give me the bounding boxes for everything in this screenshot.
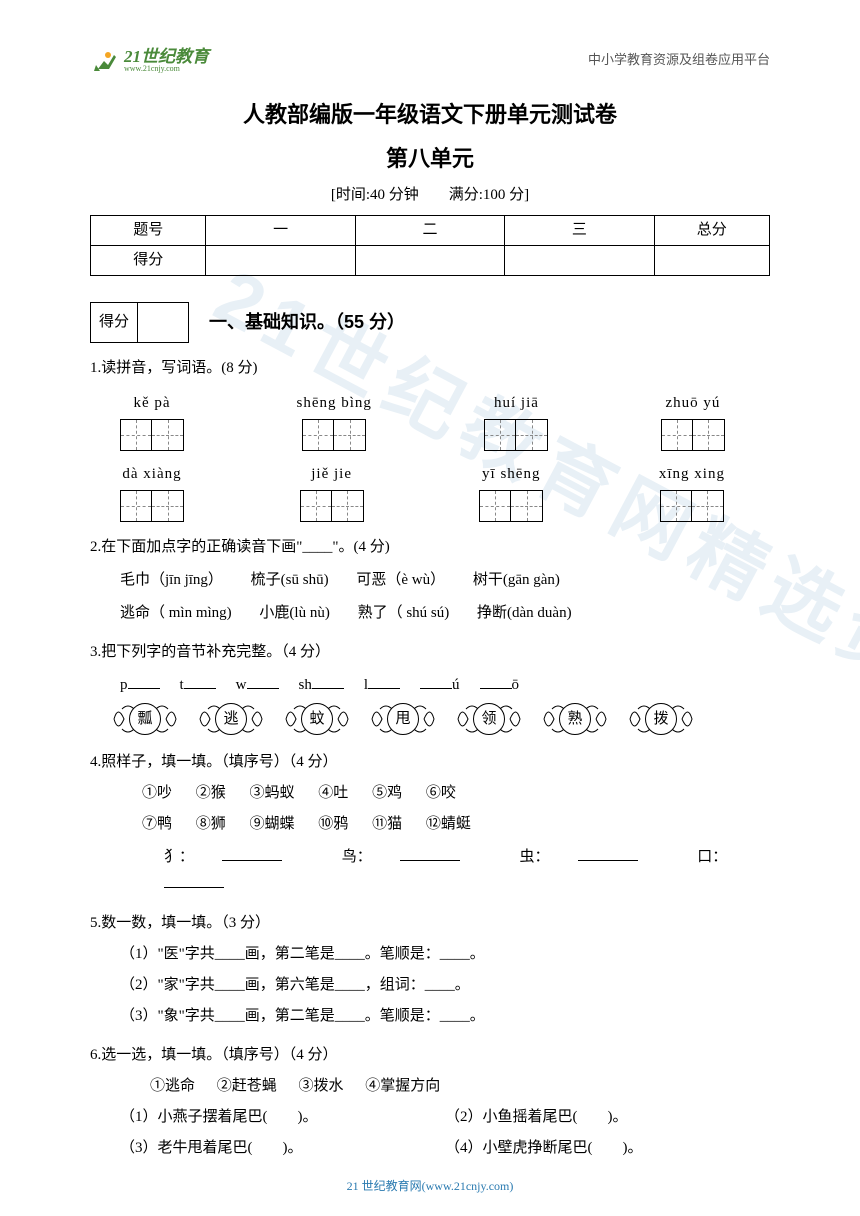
q1-py-2: huí jiā bbox=[484, 390, 548, 417]
q4-o1-1: ②猴 bbox=[196, 785, 226, 801]
q4-f-3: 口： bbox=[697, 849, 727, 865]
q1-py-7: xīng xing bbox=[659, 461, 725, 488]
q2-2-1: 小鹿(lù nù) bbox=[259, 600, 329, 627]
q1-py-1: shēng bìng bbox=[297, 390, 372, 417]
q3-char-4: 领 bbox=[473, 703, 505, 735]
q4-o2-1: ⑧狮 bbox=[196, 816, 226, 832]
q5: 5.数一数，填一填。（3 分） bbox=[90, 910, 770, 937]
q6-o-1: ②赶苍蝇 bbox=[217, 1078, 277, 1094]
q3-top-6: ō bbox=[512, 672, 520, 699]
q4-o2-5: ⑫蜻蜓 bbox=[426, 816, 471, 832]
q3-char-0: 瓢 bbox=[129, 703, 161, 735]
q3: 3.把下列字的音节补充完整。（4 分） bbox=[90, 639, 770, 666]
q3-char-3: 甩 bbox=[387, 703, 419, 735]
q2-1-1: 梳子(sū shū) bbox=[251, 567, 329, 594]
q2-2-3: 挣断(dàn duàn) bbox=[477, 600, 572, 627]
q3-char-1: 逃 bbox=[215, 703, 247, 735]
q3-top-3: sh bbox=[299, 672, 312, 699]
q6-r1-1: （2）小鱼摇着尾巴( )。 bbox=[445, 1104, 770, 1131]
st-s4 bbox=[654, 246, 769, 276]
q1-py-4: dà xiàng bbox=[120, 461, 184, 488]
q6-opts: ①逃命 ②赶苍蝇 ③拨水 ④掌握方向 bbox=[150, 1073, 770, 1100]
q4-f-0: 犭： bbox=[164, 849, 194, 865]
section-1-title: 一、基础知识。（55 分） bbox=[209, 306, 405, 338]
q2-2-2: 熟了（ shú sú) bbox=[358, 600, 450, 627]
q3-char-2: 蚊 bbox=[301, 703, 333, 735]
q3-tops: p t w sh l ú ō bbox=[120, 672, 770, 699]
q6-o-2: ③拨水 bbox=[299, 1078, 344, 1094]
q2-1-2: 可恶（è wù） bbox=[356, 567, 445, 594]
q1-row1: kě pà shēng bìng huí jiā zhuō yú bbox=[120, 390, 725, 451]
q4-o2-3: ⑩鸦 bbox=[318, 816, 348, 832]
q4-f-1: 鸟： bbox=[342, 849, 372, 865]
q5-1: （1）"医"字共____画，第二笔是____。笔顺是：____。 bbox=[120, 941, 770, 968]
q6-o-3: ④掌握方向 bbox=[365, 1078, 440, 1094]
q5-3: （3）"象"字共____画，第二笔是____。笔顺是：____。 bbox=[120, 1003, 770, 1030]
q2-line2: 逃命（ mìn mìng) 小鹿(lù nù) 熟了（ shú sú) 挣断(d… bbox=[120, 600, 770, 627]
q3-top-0: p bbox=[120, 672, 128, 699]
st-s1 bbox=[206, 246, 355, 276]
q4-fill: 犭： 鸟： 虫： 口： bbox=[164, 844, 770, 898]
q2: 2.在下面加点字的正确读音下画"____"。(4 分) bbox=[90, 534, 770, 561]
st-s2 bbox=[355, 246, 504, 276]
q4-o2-4: ⑪猫 bbox=[372, 816, 402, 832]
score-box-label: 得分 bbox=[91, 303, 138, 342]
q5-2: （2）"家"字共____画，第六笔是____，组词：____。 bbox=[120, 972, 770, 999]
q4-o1-3: ④吐 bbox=[318, 785, 348, 801]
q6-r1-0: （1）小燕子摆着尾巴( )。 bbox=[120, 1104, 445, 1131]
q4-o1-4: ⑤鸡 bbox=[372, 785, 402, 801]
q4: 4.照样子，填一填。（填序号）（4 分） bbox=[90, 749, 770, 776]
q6-r2-0: （3）老牛甩着尾巴( )。 bbox=[120, 1135, 445, 1162]
score-box: 得分 bbox=[90, 302, 189, 343]
logo-icon bbox=[90, 45, 120, 75]
q6: 6.选一选，填一填。（填序号）（4 分） bbox=[90, 1042, 770, 1069]
q4-opts1: ①吵 ②猴 ③蚂蚁 ④吐 ⑤鸡 ⑥咬 bbox=[142, 780, 770, 807]
st-h3: 三 bbox=[505, 216, 654, 246]
q6-row2: （3）老牛甩着尾巴( )。 （4）小壁虎挣断尾巴( )。 bbox=[120, 1135, 770, 1162]
q3-char-5: 熟 bbox=[559, 703, 591, 735]
doc-title: 人教部编版一年级语文下册单元测试卷 bbox=[90, 95, 770, 135]
q3-top-5: ú bbox=[452, 672, 460, 699]
q1-py-5: jiě jie bbox=[300, 461, 364, 488]
q2-1-3: 树干(gān gàn) bbox=[473, 567, 560, 594]
score-box-slot bbox=[138, 303, 188, 342]
logo-main-text: 21世纪教育 bbox=[124, 48, 209, 65]
logo-sub-text: www.21cnjy.com bbox=[124, 65, 209, 73]
st-s3 bbox=[505, 246, 654, 276]
page-header: 21世纪教育 www.21cnjy.com 中小学教育资源及组卷应用平台 bbox=[90, 45, 770, 75]
q3-chars: 瓢 逃 蚊 甩 领 熟 拨 bbox=[112, 701, 770, 737]
q1-row2: dà xiàng jiě jie yī shēng xīng xing bbox=[120, 461, 725, 522]
st-h4: 总分 bbox=[654, 216, 769, 246]
q6-row1: （1）小燕子摆着尾巴( )。 （2）小鱼摇着尾巴( )。 bbox=[120, 1104, 770, 1131]
q4-o2-2: ⑨蝴蝶 bbox=[250, 816, 295, 832]
score-table: 题号 一 二 三 总分 得分 bbox=[90, 215, 770, 276]
st-h0: 题号 bbox=[91, 216, 206, 246]
q4-f-2: 虫： bbox=[520, 849, 550, 865]
q4-o2-0: ⑦鸭 bbox=[142, 816, 172, 832]
q1-py-0: kě pà bbox=[120, 390, 184, 417]
q2-line1: 毛巾（jīn jīng） 梳子(sū shū) 可恶（è wù） 树干(gān … bbox=[120, 567, 770, 594]
q4-o1-0: ①吵 bbox=[142, 785, 172, 801]
q6-o-0: ①逃命 bbox=[150, 1078, 195, 1094]
doc-subtitle: 第八单元 bbox=[90, 139, 770, 179]
q1-py-3: zhuō yú bbox=[661, 390, 725, 417]
q2-2-0: 逃命（ mìn mìng) bbox=[120, 600, 232, 627]
st-s0: 得分 bbox=[91, 246, 206, 276]
q4-opts2: ⑦鸭 ⑧狮 ⑨蝴蝶 ⑩鸦 ⑪猫 ⑫蜻蜓 bbox=[142, 811, 770, 838]
section-1-head: 得分 一、基础知识。（55 分） bbox=[90, 302, 770, 343]
q1-py-6: yī shēng bbox=[479, 461, 543, 488]
q6-r2-1: （4）小壁虎挣断尾巴( )。 bbox=[445, 1135, 770, 1162]
q4-o1-2: ③蚂蚁 bbox=[250, 785, 295, 801]
timing-line: [时间:40 分钟 满分:100 分] bbox=[90, 182, 770, 209]
header-right-text: 中小学教育资源及组卷应用平台 bbox=[588, 48, 770, 71]
st-h1: 一 bbox=[206, 216, 355, 246]
q2-1-0: 毛巾（jīn jīng） bbox=[120, 567, 223, 594]
logo: 21世纪教育 www.21cnjy.com bbox=[90, 45, 209, 75]
q3-char-6: 拨 bbox=[645, 703, 677, 735]
st-h2: 二 bbox=[355, 216, 504, 246]
q3-top-2: w bbox=[236, 672, 247, 699]
q1: 1.读拼音，写词语。(8 分) bbox=[90, 355, 770, 382]
q4-o1-5: ⑥咬 bbox=[426, 785, 456, 801]
